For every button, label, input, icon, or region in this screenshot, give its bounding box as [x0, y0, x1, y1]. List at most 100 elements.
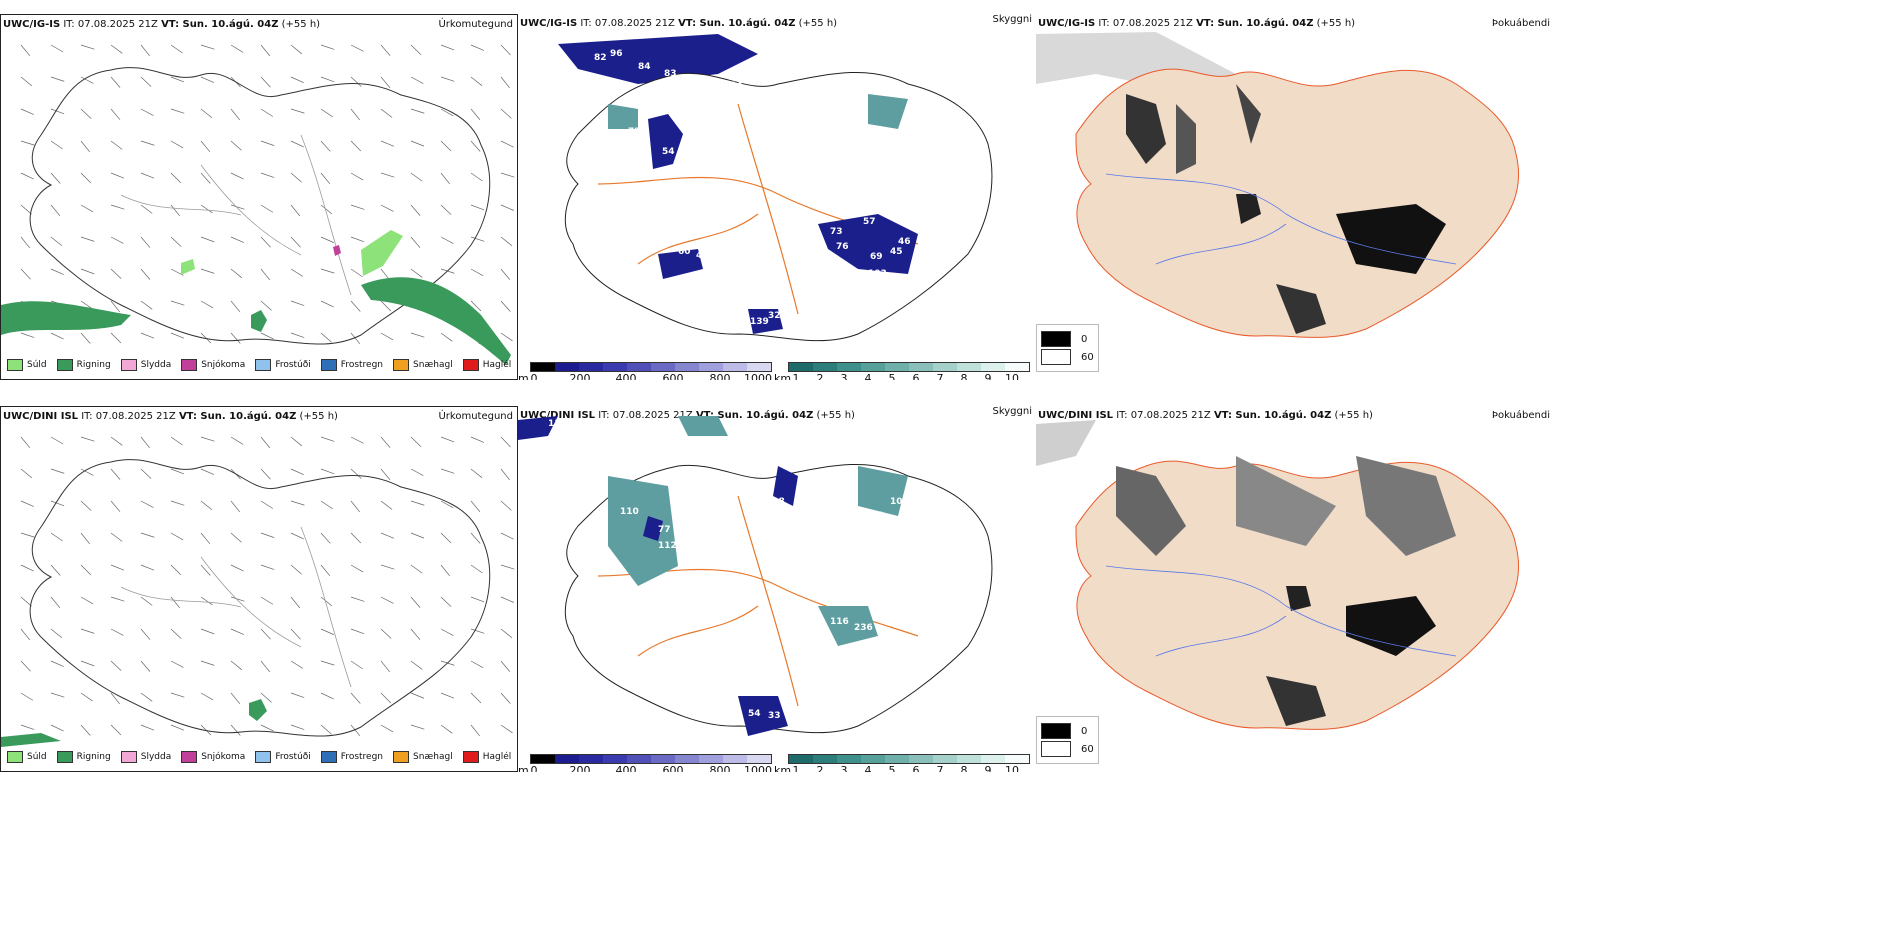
fog-indicator-panel-2: UWC/DINI ISL IT: 07.08.2025 21Z VT: Sun.… [1036, 406, 1554, 772]
wind-barb [230, 596, 245, 602]
wind-barb [290, 692, 305, 698]
wind-barb [350, 692, 361, 704]
wind-barb [410, 724, 425, 730]
wind-barb [410, 332, 425, 338]
wind-barb [230, 236, 244, 243]
wind-barb [260, 268, 271, 281]
model-name: UWC/IG-IS [3, 19, 61, 30]
svg-text:108: 108 [766, 497, 785, 507]
wind-barb [200, 140, 211, 153]
wind-barb [350, 564, 364, 573]
wind-barb [170, 436, 183, 446]
init-time: IT: 07.08.2025 21Z [1098, 18, 1193, 29]
wind-barb [380, 172, 395, 178]
wind-barb [350, 140, 362, 152]
wind-barb [260, 236, 271, 248]
wind-barb [20, 44, 31, 57]
wind-barb [140, 268, 151, 280]
wind-barb [470, 140, 481, 152]
wind-barb [110, 332, 122, 344]
wind-barb [50, 436, 64, 445]
wind-barb [380, 564, 395, 570]
wind-barb [260, 500, 274, 509]
lead-time: (+55 h) [1334, 410, 1373, 421]
wind-barb [50, 692, 65, 698]
wind-barb [440, 140, 452, 152]
wind-barb [350, 108, 360, 121]
wind-barb [80, 596, 94, 605]
legend-swatch [462, 359, 479, 371]
wind-barb [500, 532, 514, 540]
wind-barb [110, 236, 124, 244]
wind-barb [410, 532, 425, 539]
wind-barb [20, 724, 35, 730]
wind-barb [380, 596, 394, 604]
legend-item: Rigning [56, 359, 111, 371]
wind-barb [20, 500, 34, 507]
wind-barb [410, 268, 423, 278]
legend-swatch [7, 751, 23, 763]
legend-item: Snæhagl [393, 359, 453, 371]
wind-barb [110, 436, 123, 446]
snow-colorbar: m 0 200 400 600 800 1000 [518, 746, 772, 772]
wind-barb [320, 44, 335, 50]
svg-text:82: 82 [594, 53, 607, 63]
wind-barb [50, 628, 63, 639]
wind-barb [380, 628, 392, 639]
precip-type-panel-2: UWC/DINI ISL IT: 07.08.2025 21Z VT: Sun.… [0, 406, 518, 772]
model-name: UWC/DINI ISL [3, 411, 79, 422]
wind-barb [80, 44, 95, 50]
panel-header: UWC/IG-IS IT: 07.08.2025 21Z VT: Sun. 10… [520, 18, 837, 29]
wind-barb [380, 140, 395, 147]
wind-barb [380, 436, 391, 448]
wind-barb [380, 692, 392, 704]
svg-text:84: 84 [638, 62, 651, 72]
wind-barb [200, 532, 211, 545]
wind-barb [170, 500, 185, 506]
svg-text:145: 145 [728, 265, 747, 275]
wind-barb [170, 204, 180, 217]
legend-swatch [56, 751, 73, 763]
wind-barb [140, 236, 151, 248]
wind-barb [440, 436, 455, 443]
wind-barb [230, 564, 244, 572]
wind-barb [500, 44, 511, 56]
svg-text:45: 45 [890, 247, 903, 257]
wind-barb [320, 140, 331, 152]
wind-barb [200, 724, 212, 736]
wind-barb [470, 44, 485, 51]
wind-barb [200, 500, 213, 511]
wind-barb [350, 724, 361, 737]
legend-item: Slydda [120, 359, 171, 371]
snow-visibility-map: 115 110 77 112 108 325 101 77 116 236 11… [518, 416, 993, 736]
svg-text:112: 112 [658, 541, 677, 551]
wind-barb [440, 332, 453, 342]
panel-title: Þokuábendi [1491, 18, 1550, 29]
wind-barb [170, 628, 182, 639]
fog-legend-swatch [1041, 349, 1071, 365]
legend-item: Snjókoma [181, 359, 245, 371]
wind-barb [170, 108, 185, 114]
wind-barb [290, 628, 301, 640]
wind-barb [440, 236, 454, 244]
wind-barb [350, 44, 364, 52]
snow-unit: m [518, 764, 529, 772]
wind-barb [380, 204, 394, 212]
fog-legend-swatch [1041, 723, 1071, 739]
wind-barb [410, 436, 422, 447]
wind-barb [140, 204, 153, 214]
wind-barb [80, 300, 93, 310]
legend-item: Frostregn [320, 359, 383, 371]
fog-legend: 0 60 [1036, 324, 1099, 372]
svg-text:69: 69 [774, 205, 787, 215]
legend-item: Haglél [462, 359, 511, 371]
svg-text:86: 86 [684, 77, 697, 87]
wind-barb [80, 172, 92, 184]
wind-barb [320, 724, 332, 735]
wind-barb [170, 140, 184, 149]
init-time: IT: 07.08.2025 21Z [598, 410, 693, 421]
wind-barb [260, 44, 271, 57]
valid-time: VT: Sun. 10.ágú. 04Z [178, 411, 297, 422]
wind-barb [200, 204, 213, 214]
wind-barb [80, 660, 95, 667]
